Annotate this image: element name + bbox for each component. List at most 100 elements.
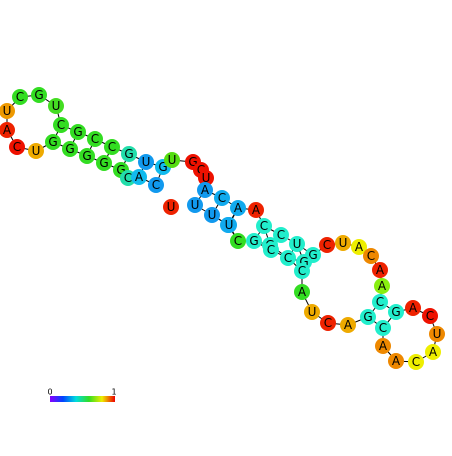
nucleotide-label: G (65, 142, 74, 156)
nucleotide (374, 278, 390, 294)
nucleotide (0, 122, 15, 138)
nucleotide-label: G (124, 147, 133, 161)
nucleotide (197, 182, 213, 198)
nucleotide (425, 344, 441, 360)
nucleotide (148, 177, 164, 193)
nucleotide-label: U (225, 218, 234, 232)
nucleotide-label: U (142, 155, 151, 169)
nucleotide (320, 315, 336, 331)
nucleotide-label: G (116, 163, 125, 177)
nucleotide (375, 320, 391, 336)
nucleotide (121, 146, 137, 162)
nucleotide (62, 141, 78, 157)
nucleotide-label: G (299, 255, 308, 269)
nucleotide (351, 239, 367, 255)
nucleotide-label: U (308, 305, 317, 319)
nucleotide-label: C (218, 191, 226, 205)
nucleotide-label: U (3, 104, 12, 118)
nucleotide-label: C (277, 228, 285, 242)
nucleotide (375, 338, 391, 354)
nucleotide-label: U (202, 171, 211, 185)
nucleotide (372, 294, 388, 310)
nucleotide-label: C (284, 251, 292, 265)
nucleotide-label: A (392, 354, 401, 368)
nucleotide-label: G (158, 160, 167, 174)
nucleotide-label: G (82, 149, 91, 163)
nucleotide (405, 300, 421, 316)
nucleotide (422, 308, 438, 324)
nucleotide-label: A (135, 170, 144, 184)
nucleotide (319, 237, 335, 253)
nucleotide-label: U (168, 153, 177, 167)
nucleotide-label: C (379, 321, 387, 335)
nucleotide-label: C (367, 249, 375, 263)
nucleotide (28, 143, 44, 159)
nucleotide-label: C (260, 219, 268, 233)
nucleotide (214, 190, 230, 206)
nucleotide-label: U (167, 200, 176, 214)
nucleotide (138, 154, 154, 170)
nucleotide (104, 139, 120, 155)
nucleotide-label: C (57, 118, 65, 132)
nucleotide (335, 235, 351, 251)
nucleotide-label: C (376, 295, 384, 309)
nucleotide-label: C (426, 309, 434, 323)
nucleotide-label: G (99, 156, 108, 170)
nucleotide (198, 170, 214, 186)
nucleotide-label: C (323, 238, 331, 252)
nucleotide (360, 309, 376, 325)
nucleotide (388, 304, 404, 320)
nucleotide-label: A (201, 183, 210, 197)
nucleotide (372, 262, 388, 278)
nucleotide (163, 199, 179, 215)
nucleotide (408, 354, 424, 370)
nucleotide (280, 250, 296, 266)
nucleotide-label: G (34, 88, 43, 102)
nucleotide (204, 207, 220, 223)
nucleotide (363, 248, 379, 264)
nucleotide (230, 233, 246, 249)
nucleotide-label: C (298, 264, 306, 278)
colorbar-max: 1 (111, 388, 116, 397)
nucleotide (294, 284, 310, 300)
nucleotide (429, 326, 445, 342)
nucleotide-label: C (152, 178, 160, 192)
colorbar-min: 0 (47, 388, 52, 397)
colorbar (50, 396, 115, 402)
nucleotide-label: A (298, 285, 307, 299)
nucleotide (96, 155, 112, 171)
nucleotide-label: C (197, 163, 205, 177)
nucleotide (248, 202, 264, 218)
nucleotide-label: C (108, 140, 116, 154)
nucleotide (12, 89, 28, 105)
nucleotide (289, 236, 305, 252)
nucleotide-label: A (409, 301, 418, 315)
nucleotide-label: C (412, 355, 420, 369)
nucleotide-label: A (234, 201, 243, 215)
nucleotide-label: G (363, 310, 372, 324)
nucleotide (230, 200, 246, 216)
nucleotide-label: G (48, 135, 57, 149)
nucleotide (70, 124, 86, 140)
nucleotide (53, 117, 69, 133)
nucleotide-label: C (16, 90, 24, 104)
nucleotide (304, 304, 320, 320)
nucleotide-label: U (52, 99, 61, 113)
nucleotide-label: U (208, 208, 217, 222)
nucleotide-label: C (91, 132, 99, 146)
nucleotide (45, 134, 61, 150)
nucleotide-label: A (379, 339, 388, 353)
nucleotide-label: G (308, 248, 317, 262)
nucleotide-label: U (433, 327, 442, 341)
nucleotide-label: U (191, 198, 200, 212)
nucleotide-label: A (429, 345, 438, 359)
nucleotide (79, 148, 95, 164)
nucleotide (187, 197, 203, 213)
nucleotide-label: A (376, 263, 385, 277)
nucleotide (48, 98, 64, 114)
nucleotide-label: C (234, 234, 242, 248)
nucleotide-label: A (3, 123, 12, 137)
nucleotide-label: G (188, 155, 197, 169)
nucleotide (246, 233, 262, 249)
